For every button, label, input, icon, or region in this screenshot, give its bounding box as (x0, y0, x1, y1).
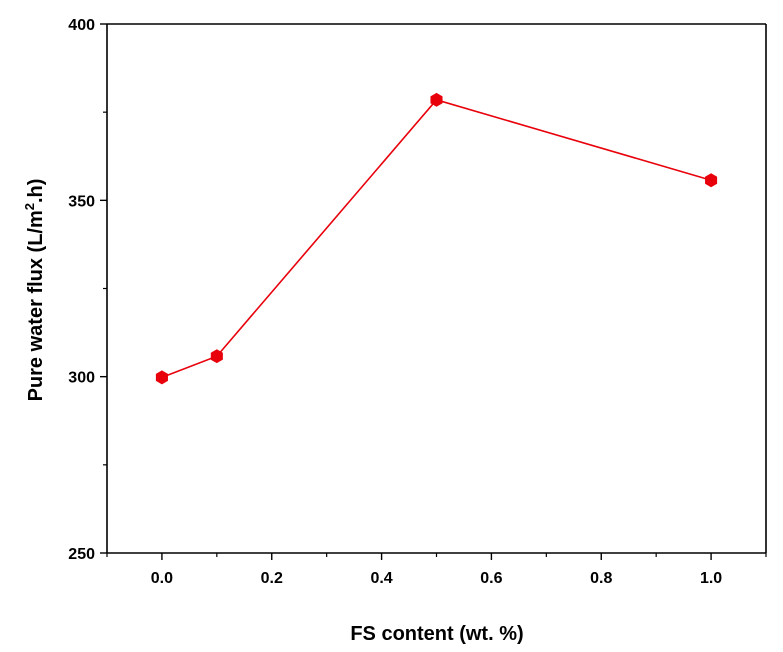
y-axis-title-superscript: 2 (22, 203, 37, 210)
data-point-marker (210, 349, 223, 364)
series-line (161, 98, 712, 379)
data-point-marker (705, 173, 718, 188)
x-tick-label: 0.4 (370, 570, 392, 587)
y-tick-label: 400 (68, 17, 95, 34)
x-tick-label: 0.2 (261, 570, 283, 587)
x-axis-title: FS content (wt. %) (350, 623, 523, 645)
y-tick-label: 250 (68, 546, 95, 563)
ticks-layer (100, 23, 767, 560)
x-tick-label: 0.6 (480, 570, 502, 587)
data-point-marker (155, 370, 168, 385)
x-tick-label: 0.8 (590, 570, 612, 587)
y-axis-title: Pure water flux (L/m2.h) (22, 179, 47, 402)
y-axis-title-suffix: .h) (25, 179, 47, 203)
y-axis-title-prefix: Pure water flux (L/m (25, 210, 47, 401)
x-tick-label: 1.0 (700, 570, 722, 587)
data-point-marker (430, 92, 443, 107)
y-tick-label: 300 (68, 370, 95, 387)
y-tick-label: 350 (68, 193, 95, 210)
x-tick-label: 0.0 (151, 570, 173, 587)
series-layer (155, 92, 718, 385)
tick-labels-layer: 0.0 0.2 0.4 0.6 0.8 1.0 250 300 350 400 (68, 17, 722, 587)
